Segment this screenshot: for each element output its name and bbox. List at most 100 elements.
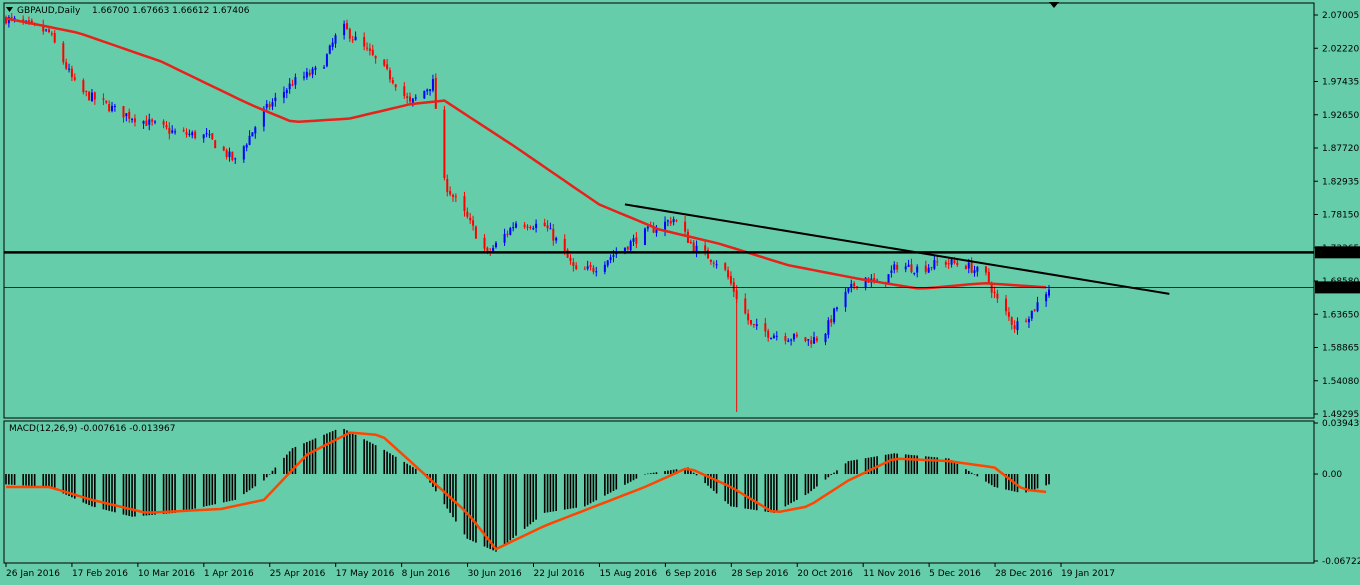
macd-bar xyxy=(669,470,672,475)
macd-bar xyxy=(549,474,552,512)
macd-bar xyxy=(867,457,870,475)
candle-body xyxy=(623,247,626,253)
macd-bar xyxy=(311,439,314,475)
macd-bar xyxy=(446,474,449,509)
x-tick-label: 6 Sep 2016 xyxy=(665,569,717,579)
candle-body xyxy=(148,119,151,125)
candle-body xyxy=(474,226,477,239)
macd-bar xyxy=(392,455,394,475)
macd-bar xyxy=(28,474,30,486)
candle-body xyxy=(615,252,618,255)
candle-body xyxy=(225,149,228,157)
candle-body xyxy=(328,45,331,54)
candle-body xyxy=(345,23,348,30)
candle-body xyxy=(612,255,615,257)
candle-body xyxy=(133,118,136,123)
macd-bar xyxy=(707,474,709,486)
macd-panel[interactable] xyxy=(5,428,1050,552)
macd-bar xyxy=(712,474,715,491)
candle-body xyxy=(351,39,354,41)
shift-arrow-icon[interactable] xyxy=(1049,2,1059,8)
candle-body xyxy=(815,338,818,341)
macd-bar xyxy=(810,474,812,492)
candle-body xyxy=(632,238,635,242)
candle-body xyxy=(151,119,154,122)
candle-body xyxy=(933,260,936,269)
candle-body xyxy=(523,224,526,227)
macd-bar xyxy=(188,474,191,510)
macd-bar xyxy=(182,474,185,511)
macd-bar xyxy=(331,431,334,475)
macd-bar xyxy=(483,474,486,547)
candle-body xyxy=(93,92,96,100)
candle-body xyxy=(446,178,449,193)
macd-bar xyxy=(690,470,692,475)
macd-bar xyxy=(386,451,388,475)
candle-body xyxy=(449,191,452,195)
macd-bar xyxy=(33,474,36,487)
candle-body xyxy=(646,226,649,229)
x-tick-label: 17 Feb 2016 xyxy=(72,569,128,579)
candle-body xyxy=(873,277,876,282)
macd-bar xyxy=(122,474,125,515)
candle-body xyxy=(784,335,787,341)
macd-bar xyxy=(1016,474,1019,493)
macd-bar xyxy=(1005,474,1007,490)
macd-bar xyxy=(509,474,512,541)
macd-bar xyxy=(724,474,727,502)
macd-bar xyxy=(973,474,976,475)
candle-body xyxy=(967,262,970,269)
macd-bar xyxy=(652,472,655,475)
candle-body xyxy=(910,264,913,273)
macd-bar xyxy=(48,474,50,487)
candle-body xyxy=(569,257,572,261)
candle-body xyxy=(231,151,234,161)
candle-body xyxy=(830,318,833,323)
candle-body xyxy=(916,266,919,273)
candle-body xyxy=(1010,317,1013,325)
macd-signal-line xyxy=(6,431,1047,551)
macd-bar xyxy=(813,474,815,489)
candle-body xyxy=(747,313,750,321)
candle-body xyxy=(13,18,16,20)
macd-bar xyxy=(856,459,858,475)
macd-bar xyxy=(102,474,105,510)
macd-bar xyxy=(563,474,566,510)
candle-body xyxy=(856,286,859,288)
macd-bar xyxy=(5,474,7,485)
candle-body xyxy=(394,84,397,88)
candle-body xyxy=(792,333,795,340)
candle-body xyxy=(586,266,589,269)
macd-bar xyxy=(936,457,939,475)
candle-body xyxy=(168,127,171,134)
macd-bar xyxy=(30,474,33,486)
macd-bar xyxy=(151,474,153,515)
macd-bar xyxy=(168,474,171,514)
candle-body xyxy=(709,259,712,262)
macd-bar xyxy=(1008,474,1010,491)
candle-body xyxy=(1048,289,1050,296)
candle-body xyxy=(589,265,592,267)
candle-body xyxy=(655,229,658,233)
macd-bar xyxy=(965,469,967,475)
candle-body xyxy=(145,120,148,126)
candle-body xyxy=(331,42,334,47)
macd-bar xyxy=(1010,474,1013,491)
macd-bar xyxy=(455,474,457,522)
collapse-arrow-icon[interactable] xyxy=(6,7,13,12)
candle-body xyxy=(592,267,595,272)
candle-body xyxy=(85,91,88,93)
macd-bar xyxy=(790,474,792,504)
macd-bar xyxy=(286,454,288,475)
candle-body xyxy=(515,223,518,228)
candle-body xyxy=(652,226,655,233)
price-tick-label: 2.02220 xyxy=(1322,44,1359,54)
main-price-panel[interactable] xyxy=(4,12,1314,412)
candle-body xyxy=(423,90,426,99)
candle-body xyxy=(695,245,698,254)
macd-bar xyxy=(793,474,795,502)
macd-bar xyxy=(695,474,698,476)
candle-body xyxy=(795,334,798,337)
candle-body xyxy=(764,323,767,332)
candle-body xyxy=(391,79,394,84)
